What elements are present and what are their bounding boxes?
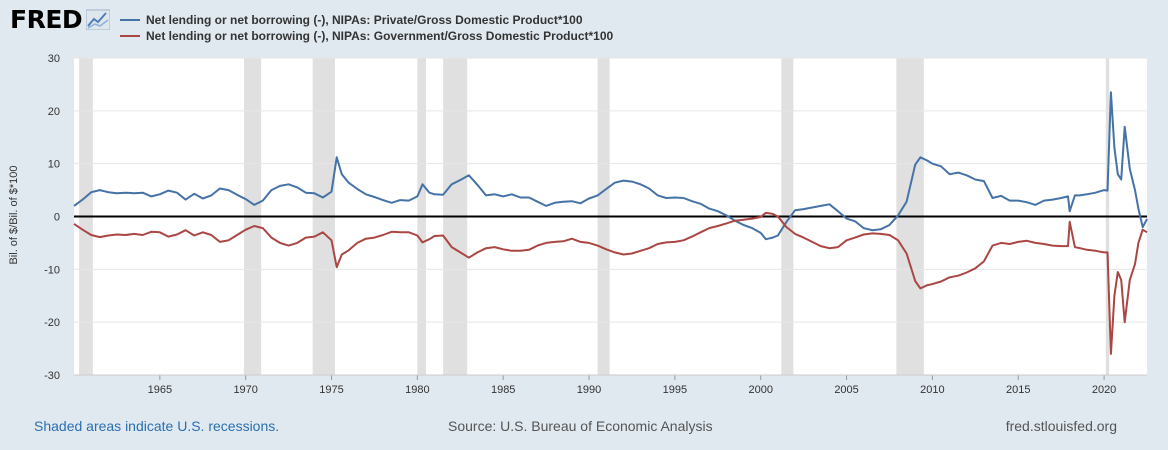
source-note: Source: U.S. Bureau of Economic Analysis <box>448 418 713 434</box>
legend-swatch-government <box>120 35 140 37</box>
y-tick-label: 10 <box>48 159 60 171</box>
recession-note-link[interactable]: Shaded areas indicate U.S. recessions. <box>34 418 280 434</box>
legend-label-government: Net lending or net borrowing (-), NIPAs:… <box>146 29 614 43</box>
x-tick-label: 2015 <box>1006 384 1030 396</box>
series-line-government <box>73 211 1148 355</box>
x-tick-label: 1990 <box>577 384 601 396</box>
x-tick-label: 1965 <box>148 384 172 396</box>
y-tick-label: 0 <box>54 212 60 224</box>
y-tick-label: 30 <box>48 53 60 65</box>
x-tick-label: 1995 <box>663 384 687 396</box>
x-tick-label: 1985 <box>491 384 515 396</box>
y-tick-label: -30 <box>44 370 60 382</box>
x-tick-label: 2020 <box>1092 384 1116 396</box>
legend-item-government[interactable]: Net lending or net borrowing (-), NIPAs:… <box>120 28 613 44</box>
x-tick-label: 2005 <box>834 384 858 396</box>
x-tick-label: 1975 <box>319 384 343 396</box>
chart-legend: Net lending or net borrowing (-), NIPAs:… <box>120 12 613 44</box>
fred-logo-text: FRED <box>10 5 83 34</box>
x-tick-label: 1980 <box>405 384 429 396</box>
legend-label-private: Net lending or net borrowing (-), NIPAs:… <box>146 13 583 27</box>
x-tick-label: 1970 <box>233 384 257 396</box>
legend-item-private[interactable]: Net lending or net borrowing (-), NIPAs:… <box>120 12 613 28</box>
y-tick-label: 20 <box>48 106 60 118</box>
site-link[interactable]: fred.stlouisfed.org <box>1005 418 1117 434</box>
x-tick-label: 2000 <box>748 384 772 396</box>
y-tick-label: -10 <box>44 264 60 276</box>
legend-swatch-private <box>120 19 140 21</box>
series-line-private <box>73 91 1148 241</box>
y-tick-label: -20 <box>44 317 60 329</box>
x-tick-label: 2010 <box>920 384 944 396</box>
